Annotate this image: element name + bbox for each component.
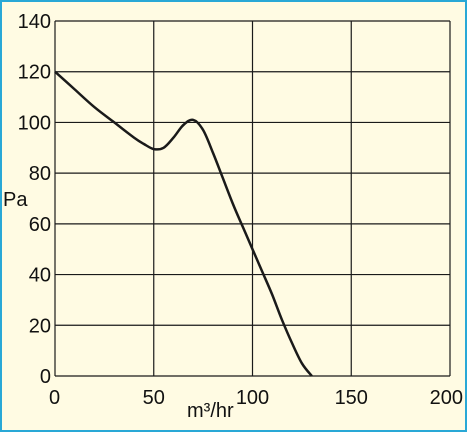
x-tick-labels: 0 50 100 150 200 — [49, 387, 463, 409]
y-tick-label: 100 — [18, 112, 51, 134]
y-tick-label: 20 — [29, 315, 51, 337]
x-tick-label: 200 — [430, 387, 463, 409]
y-tick-labels: 0 20 40 60 80 100 120 140 — [18, 11, 51, 388]
x-tick-label: 50 — [143, 387, 165, 409]
y-tick-label: 40 — [29, 265, 51, 287]
x-tick-label: 100 — [236, 387, 269, 409]
y-tick-label: 60 — [29, 214, 51, 236]
y-tick-label: 120 — [18, 62, 51, 84]
series-line — [54, 70, 313, 377]
grid — [54, 20, 451, 377]
x-tick-label: 150 — [335, 387, 368, 409]
y-tick-label: 80 — [29, 163, 51, 185]
x-tick-label: 0 — [49, 387, 60, 409]
y-tick-label: 140 — [18, 11, 51, 33]
y-tick-label: 0 — [40, 366, 51, 388]
x-axis-label: m³/hr — [187, 400, 234, 422]
y-axis-label: Pa — [3, 189, 28, 211]
